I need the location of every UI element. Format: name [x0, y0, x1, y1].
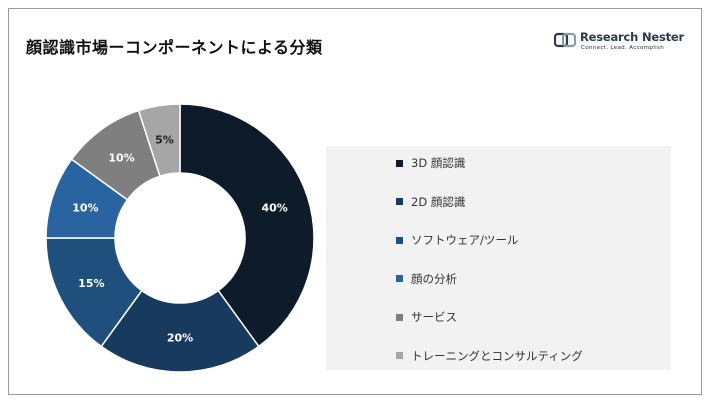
- slice-value-label: 10%: [72, 201, 98, 214]
- legend-item: 2D 顔認識: [396, 193, 465, 211]
- legend-swatch: [396, 313, 403, 321]
- legend-label: ソフトウェア/ツール: [411, 233, 519, 247]
- legend-swatch: [396, 275, 403, 282]
- legend-label: 2D 顔認識: [411, 194, 466, 209]
- legend-item: 顔の分析: [396, 270, 457, 288]
- legend-label: サービス: [411, 310, 457, 324]
- donut-slice: [137, 103, 181, 178]
- slice-value-label: 5%: [155, 134, 174, 147]
- legend-item: 3D 顔認識: [396, 154, 465, 172]
- legend-item: サービス: [396, 308, 457, 326]
- legend-swatch: [396, 352, 403, 359]
- slice-value-label: 40%: [261, 201, 287, 214]
- donut-slice: [100, 289, 260, 373]
- research-nester-logo: Research Nester Connect. Lead. Accomplis…: [554, 30, 684, 54]
- donut-chart: 40% 20% 15% 10% 10% 5%: [45, 103, 315, 373]
- legend-label: 顔の分析: [411, 271, 457, 286]
- legend-swatch: [396, 236, 403, 244]
- slice-value-label: 10%: [108, 152, 134, 165]
- legend-item: ソフトウェア/ツール: [396, 231, 518, 249]
- logo-name: Research Nester: [580, 30, 684, 44]
- chart-title: 顔認識市場ーコンポーネントによる分類: [26, 38, 323, 57]
- slice-value-label: 20%: [167, 332, 193, 345]
- logo-mark-icon: [554, 32, 576, 48]
- logo-tagline: Connect. Lead. Accomplish: [581, 45, 665, 51]
- legend-label: 3D 顔認識: [411, 156, 466, 170]
- legend-swatch: [396, 198, 403, 205]
- legend-item: トレーニングとコンサルティング: [396, 347, 583, 365]
- chart-legend: 3D 顔認識 2D 顔認識ソフトウェア/ツール 顔の分析サービストレーニングとコンサ…: [326, 146, 671, 370]
- legend-label: トレーニングとコンサルティング: [411, 348, 583, 363]
- donut-slice: [179, 103, 315, 348]
- slice-value-label: 15%: [78, 277, 104, 290]
- legend-swatch: [396, 159, 403, 167]
